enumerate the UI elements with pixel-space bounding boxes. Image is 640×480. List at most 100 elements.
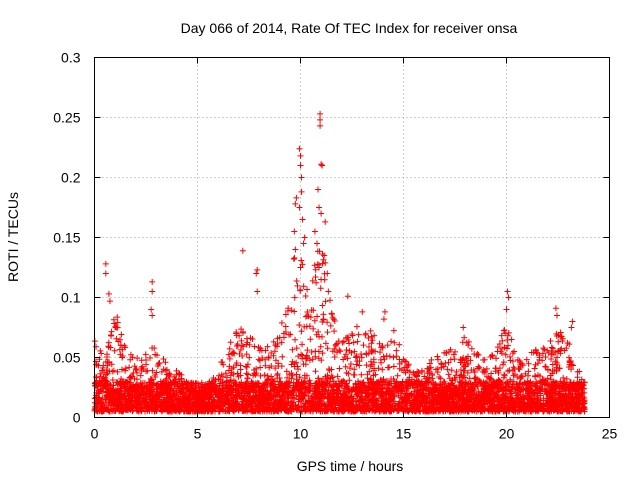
data-point (548, 344, 555, 351)
data-point (317, 285, 324, 292)
data-point (313, 380, 320, 387)
data-point (259, 354, 266, 361)
data-point (547, 337, 554, 344)
data-point (174, 383, 181, 390)
data-point (377, 378, 384, 385)
data-point (432, 387, 439, 394)
data-point (314, 261, 321, 268)
data-point (130, 402, 137, 409)
data-point (355, 331, 362, 338)
data-point (126, 382, 133, 389)
data-point (418, 367, 425, 374)
data-point (368, 340, 375, 347)
data-point (162, 359, 169, 366)
data-point (216, 372, 223, 379)
data-point (501, 327, 508, 334)
data-point (547, 383, 554, 390)
data-point (483, 365, 490, 372)
data-point (237, 366, 244, 373)
data-point (288, 307, 295, 314)
data-point (397, 394, 404, 401)
data-point (342, 363, 349, 370)
data-point (543, 387, 550, 394)
data-point (385, 364, 392, 371)
data-point (365, 334, 372, 341)
data-point (437, 375, 444, 382)
data-point (572, 388, 579, 395)
data-point (448, 367, 455, 374)
data-point (105, 406, 112, 413)
data-point (282, 393, 289, 400)
data-point (299, 261, 306, 268)
data-point (393, 347, 400, 354)
data-point (564, 339, 571, 346)
data-point (581, 398, 588, 405)
data-point (358, 371, 365, 378)
data-point (293, 345, 300, 352)
data-point (393, 353, 400, 360)
data-point (346, 340, 353, 347)
data-point (314, 389, 321, 396)
data-point (350, 395, 357, 402)
data-point (547, 389, 554, 396)
data-point (108, 332, 115, 339)
data-point (243, 351, 250, 358)
data-point (495, 394, 502, 401)
data-point (227, 372, 234, 379)
data-point (531, 365, 538, 372)
data-point (97, 347, 104, 354)
data-point (442, 384, 449, 391)
data-point (429, 384, 436, 391)
data-point (525, 372, 532, 379)
data-point (255, 356, 262, 363)
data-point (309, 408, 316, 415)
data-point (380, 353, 387, 360)
data-point (122, 367, 129, 374)
data-point (107, 388, 114, 395)
data-point (459, 339, 466, 346)
data-point (394, 372, 401, 379)
data-point (300, 283, 307, 290)
data-point (546, 386, 553, 393)
data-point (401, 357, 408, 364)
data-point (328, 366, 335, 373)
data-point (510, 372, 517, 379)
data-point (268, 363, 275, 370)
data-point (353, 361, 360, 368)
data-point (311, 262, 318, 269)
data-point (140, 392, 147, 399)
data-point (294, 282, 301, 289)
data-point (339, 339, 346, 346)
data-point (312, 273, 319, 280)
data-point (243, 335, 250, 342)
data-point (578, 383, 585, 390)
data-point (367, 327, 374, 334)
data-point (392, 380, 399, 387)
data-point (243, 364, 250, 371)
data-point (476, 377, 483, 384)
data-point (227, 339, 234, 346)
data-point (259, 390, 266, 397)
data-point (549, 370, 556, 377)
data-point (225, 395, 232, 402)
data-point (342, 390, 349, 397)
data-point (298, 328, 305, 335)
data-point (390, 363, 397, 370)
data-point (104, 351, 111, 358)
data-point (317, 343, 324, 350)
data-point (312, 368, 319, 375)
data-point (443, 349, 450, 356)
data-point (164, 407, 171, 414)
data-point (560, 374, 567, 381)
data-point (231, 377, 238, 384)
data-point (291, 294, 298, 301)
data-point (325, 288, 332, 295)
data-point (487, 405, 494, 412)
data-point (523, 356, 530, 363)
data-point (203, 387, 210, 394)
data-point (278, 319, 285, 326)
data-point (312, 380, 319, 387)
data-point (381, 356, 388, 363)
data-point (464, 369, 471, 376)
